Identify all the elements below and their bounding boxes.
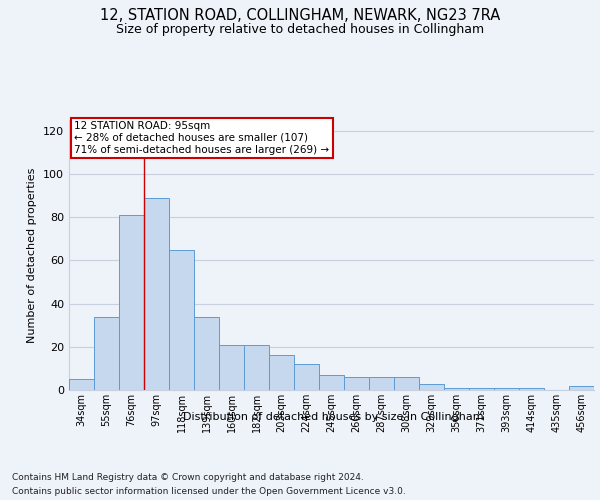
- Bar: [569, 386, 594, 390]
- Bar: [319, 375, 344, 390]
- Bar: [69, 379, 94, 390]
- Bar: [94, 316, 119, 390]
- Bar: [169, 250, 194, 390]
- Bar: [119, 215, 144, 390]
- Text: Size of property relative to detached houses in Collingham: Size of property relative to detached ho…: [116, 22, 484, 36]
- Bar: [244, 344, 269, 390]
- Text: 12, STATION ROAD, COLLINGHAM, NEWARK, NG23 7RA: 12, STATION ROAD, COLLINGHAM, NEWARK, NG…: [100, 8, 500, 22]
- Text: 12 STATION ROAD: 95sqm
← 28% of detached houses are smaller (107)
71% of semi-de: 12 STATION ROAD: 95sqm ← 28% of detached…: [74, 122, 329, 154]
- Bar: [194, 316, 219, 390]
- Bar: [469, 388, 494, 390]
- Bar: [419, 384, 444, 390]
- Bar: [294, 364, 319, 390]
- Bar: [519, 388, 544, 390]
- Bar: [219, 344, 244, 390]
- Bar: [369, 377, 394, 390]
- Y-axis label: Number of detached properties: Number of detached properties: [28, 168, 37, 342]
- Text: Contains HM Land Registry data © Crown copyright and database right 2024.: Contains HM Land Registry data © Crown c…: [12, 472, 364, 482]
- Bar: [344, 377, 369, 390]
- Text: Contains public sector information licensed under the Open Government Licence v3: Contains public sector information licen…: [12, 488, 406, 496]
- Bar: [269, 356, 294, 390]
- Bar: [144, 198, 169, 390]
- Bar: [444, 388, 469, 390]
- Text: Distribution of detached houses by size in Collingham: Distribution of detached houses by size …: [182, 412, 484, 422]
- Bar: [394, 377, 419, 390]
- Bar: [494, 388, 519, 390]
